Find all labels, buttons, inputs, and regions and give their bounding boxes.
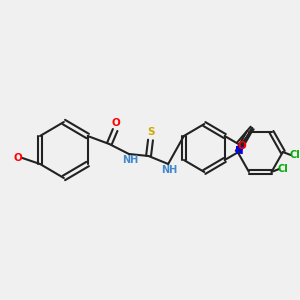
Text: Cl: Cl (278, 164, 289, 174)
Text: N: N (235, 146, 244, 156)
Text: Cl: Cl (289, 150, 300, 160)
Text: O: O (237, 141, 246, 151)
Text: NH: NH (122, 155, 138, 165)
Text: O: O (112, 118, 121, 128)
Text: O: O (13, 153, 22, 163)
Text: NH: NH (161, 165, 177, 175)
Text: S: S (148, 127, 155, 137)
